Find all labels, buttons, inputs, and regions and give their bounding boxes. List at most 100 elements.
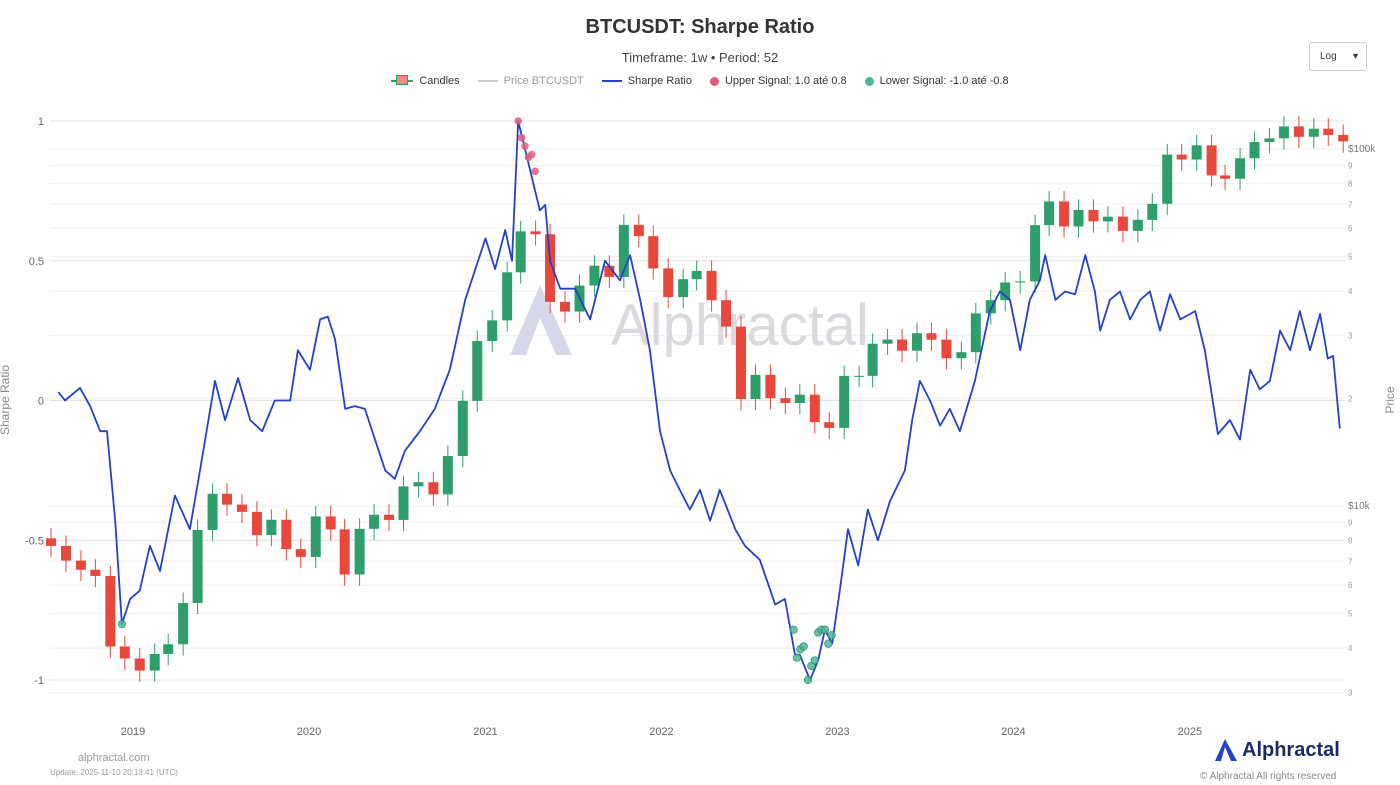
y-tick-label: -1 <box>34 675 44 687</box>
lower-signal-point <box>803 675 813 685</box>
candle <box>618 224 629 277</box>
candle <box>691 270 702 280</box>
legend-item-candles[interactable]: Candles <box>391 75 460 87</box>
candle <box>706 270 717 301</box>
legend-item-upper-signal[interactable]: Upper Signal: 1.0 até 0.8 <box>709 75 847 87</box>
candle <box>163 644 174 654</box>
y2-tick-label: 2 <box>1348 395 1353 404</box>
candle <box>1293 126 1304 137</box>
y2-tick-label: 6 <box>1348 581 1353 590</box>
legend-item-lower-signal[interactable]: Lower Signal: -1.0 até -0.8 <box>864 75 1009 87</box>
candle <box>1206 145 1217 176</box>
candle <box>1059 201 1070 227</box>
chart-title: BTCUSDT: Sharpe Ratio <box>585 16 815 38</box>
candle <box>765 374 776 399</box>
legend-label: Candles <box>419 75 460 87</box>
upper-signal-point <box>531 167 539 176</box>
y2-tick-label: 5 <box>1348 252 1353 261</box>
candle <box>178 602 189 645</box>
y-axis-title: Sharpe Ratio <box>0 365 12 435</box>
candle <box>222 493 233 505</box>
candle <box>589 265 600 286</box>
candle <box>75 560 86 570</box>
y2-tick-label: 8 <box>1348 180 1353 189</box>
candle <box>1102 216 1113 222</box>
scale-select[interactable]: Log ▾ <box>1309 42 1367 71</box>
candle <box>941 339 952 359</box>
candle <box>236 504 247 512</box>
y2-axis-title: Price <box>1383 386 1397 414</box>
candle <box>1220 175 1231 179</box>
y2-tick-label: 8 <box>1348 537 1353 546</box>
candle <box>149 653 160 671</box>
legend-item-sharpe[interactable]: Sharpe Ratio <box>601 75 692 87</box>
candle <box>369 514 380 529</box>
candle <box>281 519 292 550</box>
candle <box>1088 209 1099 222</box>
candle-icon <box>391 75 414 87</box>
lower-signal-point <box>810 656 819 665</box>
candle <box>648 236 659 269</box>
candle <box>1117 216 1128 231</box>
update-timestamp: Update: 2025-11-10 20:13:41 (UTC) <box>50 768 178 777</box>
watermark-logo-icon <box>510 285 572 355</box>
candle <box>911 333 922 351</box>
y2-tick-label: $10k <box>1348 501 1371 512</box>
legend: Candles Price BTCUSDT Sharpe Ratio Upper… <box>0 75 1400 87</box>
y2-tick-label: 7 <box>1348 200 1353 209</box>
candle <box>794 394 805 404</box>
candle <box>1147 203 1158 220</box>
candle <box>750 374 761 399</box>
lower-signal-point <box>789 625 798 634</box>
candle <box>970 313 981 353</box>
legend-item-price[interactable]: Price BTCUSDT <box>477 75 584 87</box>
candle <box>809 394 820 423</box>
candle <box>780 398 791 404</box>
candle <box>310 516 321 557</box>
legend-label: Price BTCUSDT <box>503 75 584 87</box>
y2-tick-label: $100k <box>1348 144 1376 155</box>
candle <box>1235 158 1246 179</box>
candle <box>1264 138 1275 143</box>
candle <box>1278 126 1289 139</box>
y2-tick-label: 7 <box>1348 557 1353 566</box>
chart-subtitle: Timeframe: 1w • Period: 52 <box>621 50 779 65</box>
candle <box>502 272 513 321</box>
candle <box>1249 142 1260 159</box>
candle <box>325 516 336 530</box>
x-tick-label: 2021 <box>473 726 497 738</box>
x-tick-label: 2024 <box>1001 726 1025 738</box>
candle <box>413 482 424 487</box>
candle <box>90 569 101 576</box>
candle <box>134 658 145 671</box>
candle <box>339 529 350 575</box>
x-tick-label: 2023 <box>825 726 849 738</box>
candle <box>926 333 937 340</box>
x-tick-label: 2020 <box>297 726 321 738</box>
candle <box>60 545 71 561</box>
legend-label: Sharpe Ratio <box>627 75 692 87</box>
candle <box>985 300 996 314</box>
line-swatch-icon <box>477 80 498 82</box>
sharpe-ratio-line <box>57 120 1341 681</box>
candle <box>721 300 732 327</box>
candle <box>1338 134 1349 142</box>
brand-logo: Alphractal <box>1213 738 1340 762</box>
upper-signal-point <box>514 117 523 125</box>
site-link[interactable]: alphractal.com <box>78 752 150 764</box>
candle <box>956 352 967 359</box>
legend-label: Upper Signal: 1.0 até 0.8 <box>724 75 847 87</box>
candle <box>398 486 409 520</box>
chevron-down-icon: ▾ <box>1352 51 1358 62</box>
candle <box>119 646 130 659</box>
candle <box>854 375 865 377</box>
candle <box>354 528 365 575</box>
candle <box>1044 201 1055 226</box>
candle <box>1323 128 1334 135</box>
candle <box>295 549 306 557</box>
lower-signal-point <box>824 639 833 648</box>
candle <box>1308 128 1319 137</box>
candle <box>882 339 893 344</box>
y2-tick-label: 3 <box>1348 689 1353 698</box>
y2-tick-label: 5 <box>1348 609 1353 618</box>
